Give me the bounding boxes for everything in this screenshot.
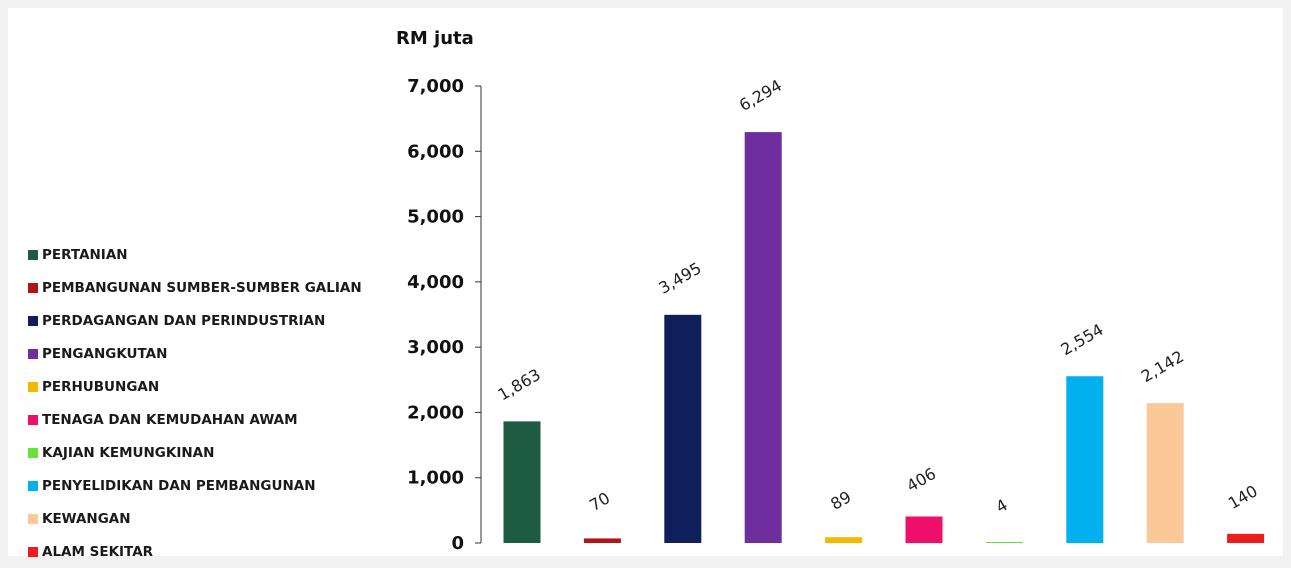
bar-value-label: 2,142 [1138,347,1187,386]
legend-item: TENAGA DAN KEMUDAHAN AWAM [28,403,362,436]
bar [1146,403,1184,543]
y-tick-label: 7,000 [407,76,464,97]
y-tick-label: 1,000 [407,468,464,489]
chart-card: RM juta 0 1,000 2,000 3,000 4,000 5,000 6,000 7,… [8,8,1283,560]
legend-item: PEMBANGUNAN SUMBER-SUMBER GALIAN [28,271,362,304]
legend-label: PENGANGKUTAN [42,345,168,362]
bar-value-label: 140 [1225,481,1261,513]
bar-value-label: 406 [903,464,939,496]
legend-swatch [28,546,38,557]
bar-value-label: 4 [992,495,1010,517]
y-tick-label: 5,000 [407,207,464,228]
bar-value-label: 3,495 [655,258,704,297]
bar [503,421,541,543]
legend-swatch [28,249,38,260]
legend-item: PENYELIDIKAN DAN PEMBANGUNAN [28,469,362,502]
bar [744,132,782,543]
legend-item: PERTANIAN [28,238,362,271]
y-tick-label: 0 [451,533,464,554]
legend-swatch [28,315,38,326]
legend-label: ALAM SEKITAR [42,543,154,560]
legend-item: KEWANGAN [28,502,362,535]
bar [1066,376,1104,543]
bar [985,542,1023,543]
bar [583,538,621,543]
bar-value-label: 70 [586,488,613,515]
legend-swatch [28,414,38,425]
bar [905,516,943,543]
legend-item: ALAM SEKITAR [28,535,362,568]
legend-label: PEMBANGUNAN SUMBER-SUMBER GALIAN [42,279,362,296]
legend-swatch [28,282,38,293]
legend-item: PENGANGKUTAN [28,337,362,370]
legend-label: KAJIAN KEMUNGKINAN [42,444,215,461]
y-tick-label: 4,000 [407,272,464,293]
bar-value-label: 6,294 [736,76,785,115]
bar-value-label: 89 [827,487,854,514]
bar [825,537,863,543]
legend-item: PERDAGANGAN DAN PERINDUSTRIAN [28,304,362,337]
legend-swatch [28,513,38,524]
legend-swatch [28,480,38,491]
legend-label: PENYELIDIKAN DAN PEMBANGUNAN [42,477,316,494]
y-tick-label: 6,000 [407,141,464,162]
bar-value-label: 2,554 [1057,320,1106,359]
legend-item: KAJIAN KEMUNGKINAN [28,436,362,469]
y-tick-label: 2,000 [407,402,464,423]
bar [664,314,702,543]
bar-value-label: 1,863 [495,365,544,404]
legend-swatch [28,381,38,392]
legend-label: PERTANIAN [42,246,128,263]
y-axis-title: RM juta [396,28,474,49]
bar-chart: RM juta 0 1,000 2,000 3,000 4,000 5,000 6,000 7,… [396,28,1265,554]
legend-label: KEWANGAN [42,510,131,527]
y-tick-label: 3,000 [407,337,464,358]
legend: PERTANIAN PEMBANGUNAN SUMBER-SUMBER GALIA… [28,238,362,568]
bar [1227,533,1265,543]
legend-label: PERDAGANGAN DAN PERINDUSTRIAN [42,312,326,329]
legend-label: PERHUBUNGAN [42,378,160,395]
legend-item: PERHUBUNGAN [28,370,362,403]
legend-swatch [28,447,38,458]
legend-swatch [28,348,38,359]
legend-label: TENAGA DAN KEMUDAHAN AWAM [42,411,298,428]
